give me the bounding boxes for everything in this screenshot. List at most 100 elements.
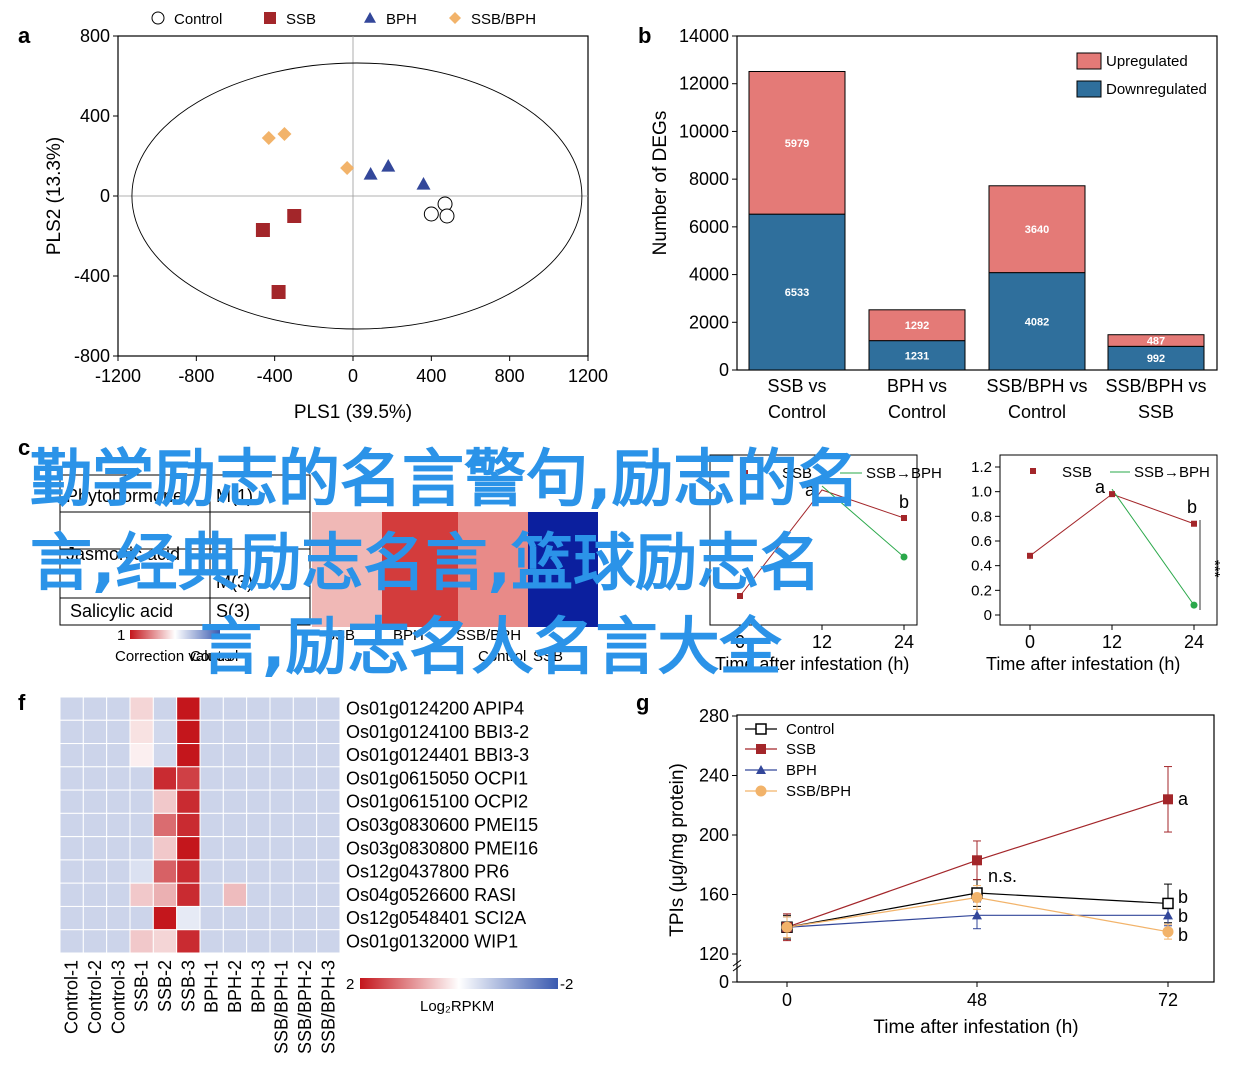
color-scale — [360, 978, 558, 989]
plot-frame — [999, 454, 1218, 626]
data-point — [737, 593, 743, 599]
heat-cell — [82, 812, 108, 838]
heat-cell — [59, 766, 84, 791]
y-tick-label: 240 — [699, 766, 729, 786]
heat-cell — [152, 905, 178, 931]
bar-value-label: 1292 — [905, 320, 929, 332]
heat-cell — [222, 719, 248, 745]
scale-label: 1 — [117, 627, 125, 644]
panel-letter-g: g — [636, 690, 649, 715]
data-point — [1163, 910, 1173, 920]
heat-cell — [246, 882, 271, 907]
legend-entry: SSB→BPH — [1134, 464, 1210, 481]
heat-cell — [59, 719, 84, 745]
category-label: Control — [1008, 402, 1066, 422]
heat-cell — [246, 836, 271, 861]
data-point — [271, 285, 286, 299]
legend-entry: BPH — [786, 762, 817, 779]
data-point — [1163, 794, 1173, 805]
gene-label: Os12g0437800 PR6 — [346, 862, 509, 882]
sample-label: SSB-2 — [155, 960, 175, 1012]
significance-label: *** — [1206, 560, 1223, 578]
sample-label: Control-1 — [62, 960, 82, 1034]
heat-cell — [246, 859, 271, 884]
data-point — [423, 206, 439, 222]
heat-cell — [222, 929, 248, 954]
bar-segment — [748, 70, 846, 215]
color-scale — [130, 630, 220, 639]
heat-cell — [222, 882, 248, 907]
y-tick-label: 0 — [719, 360, 729, 380]
bar-segment — [868, 309, 966, 342]
gene-label: Os12g0548401 SCI2A — [346, 908, 526, 928]
bar-segment — [1107, 334, 1205, 347]
plot-frame — [709, 454, 918, 626]
heat-cell — [316, 836, 341, 861]
heat-cell — [246, 696, 271, 721]
y-tick-label: 12000 — [679, 74, 729, 94]
heat-cell — [222, 743, 248, 768]
heat-cell — [129, 882, 154, 907]
gene-label: Os01g0132000 WIP1 — [346, 931, 518, 951]
x-tick-label: -400 — [257, 366, 293, 386]
legend-marker — [151, 11, 165, 25]
heat-cell — [292, 812, 318, 838]
gene-label: Os01g0124401 BBI3-3 — [346, 745, 529, 765]
column-label: Control — [478, 648, 526, 665]
heat-cell — [82, 905, 108, 931]
legend-entry: BPH — [386, 11, 417, 28]
axis-break — [732, 959, 742, 967]
category-label: Control — [768, 402, 826, 422]
heat-cell — [106, 859, 131, 884]
bar-value-label: 487 — [1147, 336, 1165, 348]
heat-cell — [292, 696, 318, 721]
heat-cell — [199, 812, 224, 838]
heat-cell — [106, 836, 131, 861]
heat-cell — [82, 882, 108, 907]
heat-cell — [269, 859, 294, 884]
heat-cell — [292, 743, 318, 768]
heat-cell — [222, 859, 248, 884]
y-axis-label: TPIs (μg/mg protein) — [667, 763, 688, 937]
heat-cell — [316, 743, 341, 768]
heat-cell — [316, 882, 341, 907]
table-cell-extra: S(3) — [216, 601, 250, 621]
y-tick-label: -800 — [74, 346, 110, 366]
heat-cell — [292, 836, 318, 861]
legend-marker — [449, 12, 461, 24]
heat-cell — [152, 929, 178, 954]
category-label: SSB/BPH vs — [1105, 376, 1206, 396]
heat-cell — [269, 743, 294, 768]
x-tick-label: 0 — [348, 366, 358, 386]
x-axis-label: Time after infestation (h) — [873, 1017, 1078, 1038]
legend-entry: Upregulated — [1106, 53, 1188, 70]
gene-label: Os01g0615100 OCPI2 — [346, 792, 528, 812]
table-row-jasmonic: Jasmonic acid — [66, 544, 180, 564]
heat-cell — [129, 859, 154, 884]
panel-c-hormone-table: c Phytohormone M(1) Jasmonic acid M(3) S… — [18, 435, 598, 665]
sample-label: BPH-3 — [248, 960, 268, 1013]
heat-cell — [292, 859, 318, 884]
overlay-line-1: 勤学励志的名言警句,励志的名 — [30, 442, 860, 515]
heat-cell — [129, 812, 154, 838]
overlay-line-3: 言,励志名人名言大全 — [200, 610, 783, 683]
heat-cell — [152, 719, 178, 745]
heat-cell — [129, 743, 154, 768]
heat-cell — [152, 836, 178, 861]
x-axis-label: Time after infestation (h) — [986, 654, 1180, 674]
gene-label: Os01g0615050 OCPI1 — [346, 768, 528, 788]
table-cell-extra: M(3) — [216, 572, 253, 592]
annotation: b — [1178, 925, 1188, 945]
bar-value-label: 3640 — [1025, 224, 1049, 236]
x-tick-label: 0 — [735, 632, 745, 652]
heat-cell — [82, 766, 108, 791]
legend-marker — [1030, 468, 1036, 474]
heat-cell — [316, 859, 341, 884]
legend-swatch — [1076, 52, 1102, 70]
heat-cell — [106, 743, 131, 768]
panel-letter-f: f — [18, 690, 26, 715]
heat-cell — [269, 812, 294, 838]
heat-cell — [176, 929, 201, 954]
plot-frame — [736, 714, 1215, 983]
